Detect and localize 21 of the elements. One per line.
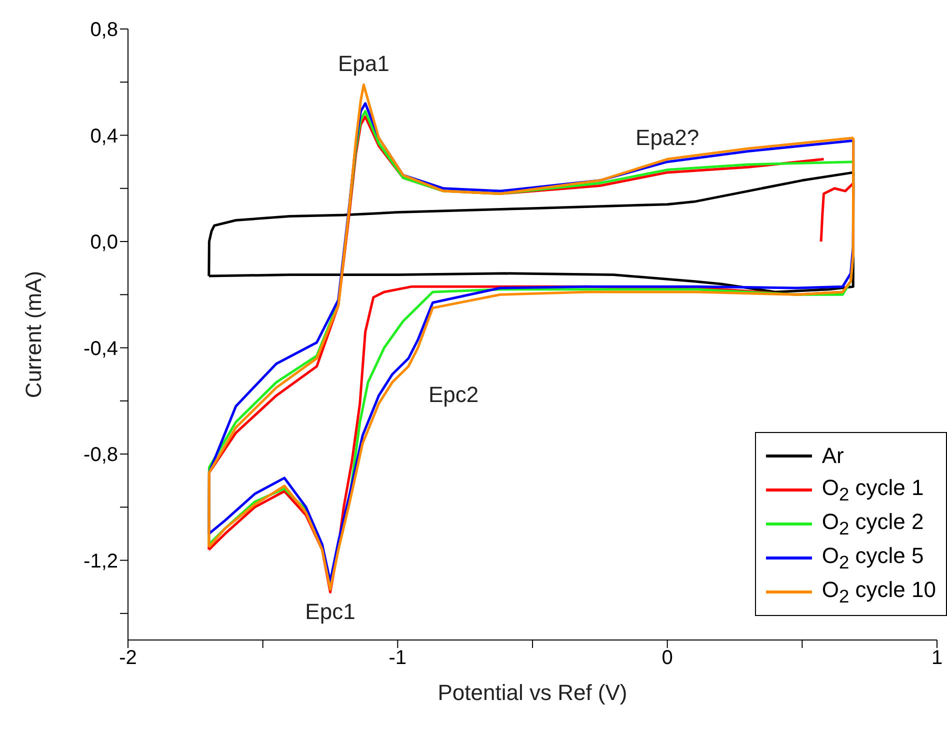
y-tick-label: 0,8 <box>90 19 118 42</box>
y-axis-title: Current (mA) <box>20 270 46 398</box>
y-tick-label: 0,4 <box>90 125 118 148</box>
legend-label: O$_{2}$ cycle 10 <box>822 576 936 608</box>
legend-label: O$_{2}$ cycle 5 <box>822 542 924 574</box>
legend-label: O$_{2}$ cycle 1 <box>822 474 924 506</box>
y-tick-label: -1,2 <box>84 550 118 572</box>
y-tick-label: -0,8 <box>84 444 118 466</box>
annotation: Epa1 <box>338 50 390 76</box>
x-tick-label: 1 <box>931 647 943 670</box>
x-tick-label: -2 <box>119 647 137 670</box>
legend-label: Ar <box>822 443 844 469</box>
annotation: Epa2? <box>636 125 700 150</box>
x-tick-label: 0 <box>662 647 673 670</box>
annotation: Epc1 <box>305 599 356 624</box>
y-tick-label: 0,0 <box>90 232 118 254</box>
y-tick-label: -0,4 <box>84 338 118 360</box>
legend-label: O$_{2}$ cycle 2 <box>822 508 924 540</box>
x-axis-title: Potential vs Ref (V) <box>438 680 628 705</box>
x-tick-label: -1 <box>388 647 407 670</box>
annotation: Epc2 <box>428 382 479 407</box>
